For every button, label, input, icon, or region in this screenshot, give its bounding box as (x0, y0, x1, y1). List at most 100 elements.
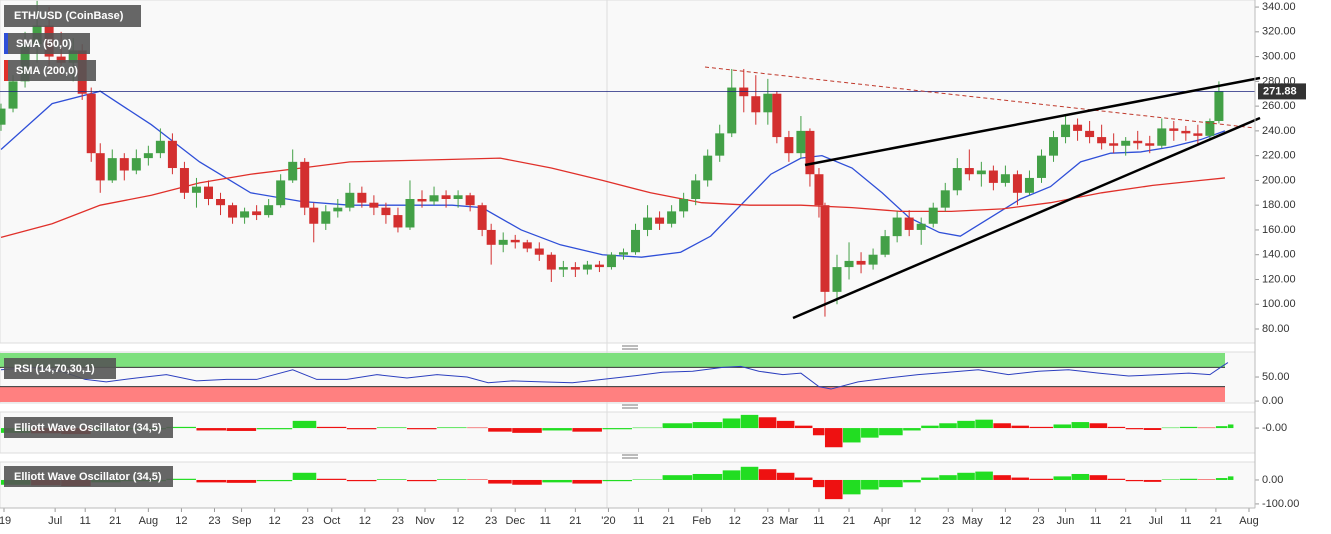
candle-body (264, 205, 274, 216)
candle-body (119, 158, 129, 171)
sma-line (0, 157, 1225, 239)
x-tick-label: 12 (729, 515, 741, 527)
ewo-bar (346, 479, 377, 482)
trend-line (704, 66, 1256, 129)
x-tick-label: Jul (1149, 515, 1163, 527)
ewo-bar (939, 423, 957, 429)
ewo-bar (256, 428, 293, 430)
legend-label: RSI (14,70,30,1) (14, 363, 95, 375)
candle-body (345, 192, 355, 208)
x-tick-label: 12 (359, 515, 371, 527)
ewo-bar (602, 479, 633, 482)
ewo-bar (1161, 479, 1180, 480)
ewo-bar (1107, 426, 1126, 429)
candle-body (534, 248, 544, 255)
candle-body (796, 130, 806, 154)
ewo-bar (256, 479, 293, 482)
legend-box (4, 33, 90, 54)
x-tick-label: 11 (79, 515, 90, 527)
candle-body (107, 158, 117, 181)
candle-body (143, 153, 153, 159)
candle-body (369, 202, 379, 208)
x-tick-label: 21 (569, 515, 581, 527)
candle-body (276, 180, 286, 206)
y-tick-label: 240.00 (1262, 125, 1296, 137)
ewo-bar (1089, 423, 1108, 429)
ewo-bar (843, 428, 861, 443)
ewo-bar (467, 479, 488, 480)
ewo-bar (1197, 479, 1216, 480)
candle-body (940, 190, 950, 208)
candle-body (1109, 143, 1119, 146)
y-tick-label: 320.00 (1262, 26, 1296, 38)
legend-label: Elliott Wave Oscillator (34,5) (14, 471, 162, 483)
ewo-bar (292, 472, 317, 480)
x-tick-label: Aug (1239, 515, 1259, 527)
ewo-bar (1227, 424, 1234, 429)
ewo-bar (903, 479, 921, 483)
ewo-bar (1029, 426, 1054, 429)
x-tick-label: '19 (0, 515, 11, 527)
legend-box (4, 417, 173, 438)
ewo-bar (512, 428, 542, 433)
ewo-bar (1011, 425, 1029, 429)
y-tick-label: 260.00 (1262, 100, 1296, 112)
rsi-line (0, 362, 1229, 390)
ewo-bar (1215, 426, 1228, 429)
candle-body (916, 223, 926, 230)
x-tick-label: Feb (692, 515, 711, 527)
x-tick-label: 12 (452, 515, 464, 527)
candle-body (763, 93, 773, 113)
candle-body (405, 198, 415, 228)
ewo-bar (794, 425, 813, 429)
candle-body (988, 170, 998, 183)
ewo-bar (632, 479, 663, 480)
candle-body (1214, 91, 1224, 121)
ewo-bar (776, 472, 795, 480)
last-price-label: 271.88 (1263, 85, 1297, 97)
ewo-bar (1053, 476, 1072, 480)
candle-body (68, 50, 78, 63)
x-tick-label: Jul (48, 515, 62, 527)
ewo-bar (1107, 478, 1126, 480)
ewo-bar (722, 418, 741, 429)
overbought-band (0, 353, 1225, 368)
ewo-bar (722, 470, 741, 480)
ewo-bar (166, 478, 196, 480)
ewo-bar (166, 426, 196, 429)
y-tick-label: 50.00 (1262, 371, 1290, 383)
ewo-bar (692, 473, 723, 480)
candle-body (1049, 137, 1059, 156)
y-tick-label: 140.00 (1262, 249, 1296, 261)
y-tick-label: 340.00 (1262, 1, 1296, 13)
ewo-bar (975, 419, 993, 429)
ewo-bar (196, 479, 227, 483)
x-tick-label: Jun (1057, 515, 1075, 527)
ewo-bar (226, 479, 257, 483)
candle-body (288, 161, 298, 181)
ewo-bar (861, 428, 879, 438)
candle-body (1169, 128, 1179, 131)
ewo-bar (843, 479, 861, 495)
ewo-bar (879, 428, 903, 436)
candle-body (417, 198, 427, 202)
candle-body (1205, 120, 1215, 136)
candle-body (594, 264, 604, 268)
y-tick-label: 100.00 (1262, 298, 1296, 310)
candle-body (1024, 177, 1034, 193)
candle-body (814, 174, 824, 206)
candle-body (880, 236, 890, 255)
candle-body (465, 195, 475, 206)
ewo-panel (0, 411, 1256, 454)
candle-body (0, 108, 6, 125)
candle-body (1012, 174, 1022, 193)
last-price-box (1258, 83, 1306, 100)
legend-swatch (4, 33, 8, 54)
ewo-bar (758, 469, 777, 480)
ewo-bar (512, 479, 542, 485)
candle-body (498, 239, 508, 245)
x-tick-label: 11 (633, 515, 644, 527)
candle-body (727, 87, 737, 134)
x-tick-label: 12 (175, 515, 187, 527)
